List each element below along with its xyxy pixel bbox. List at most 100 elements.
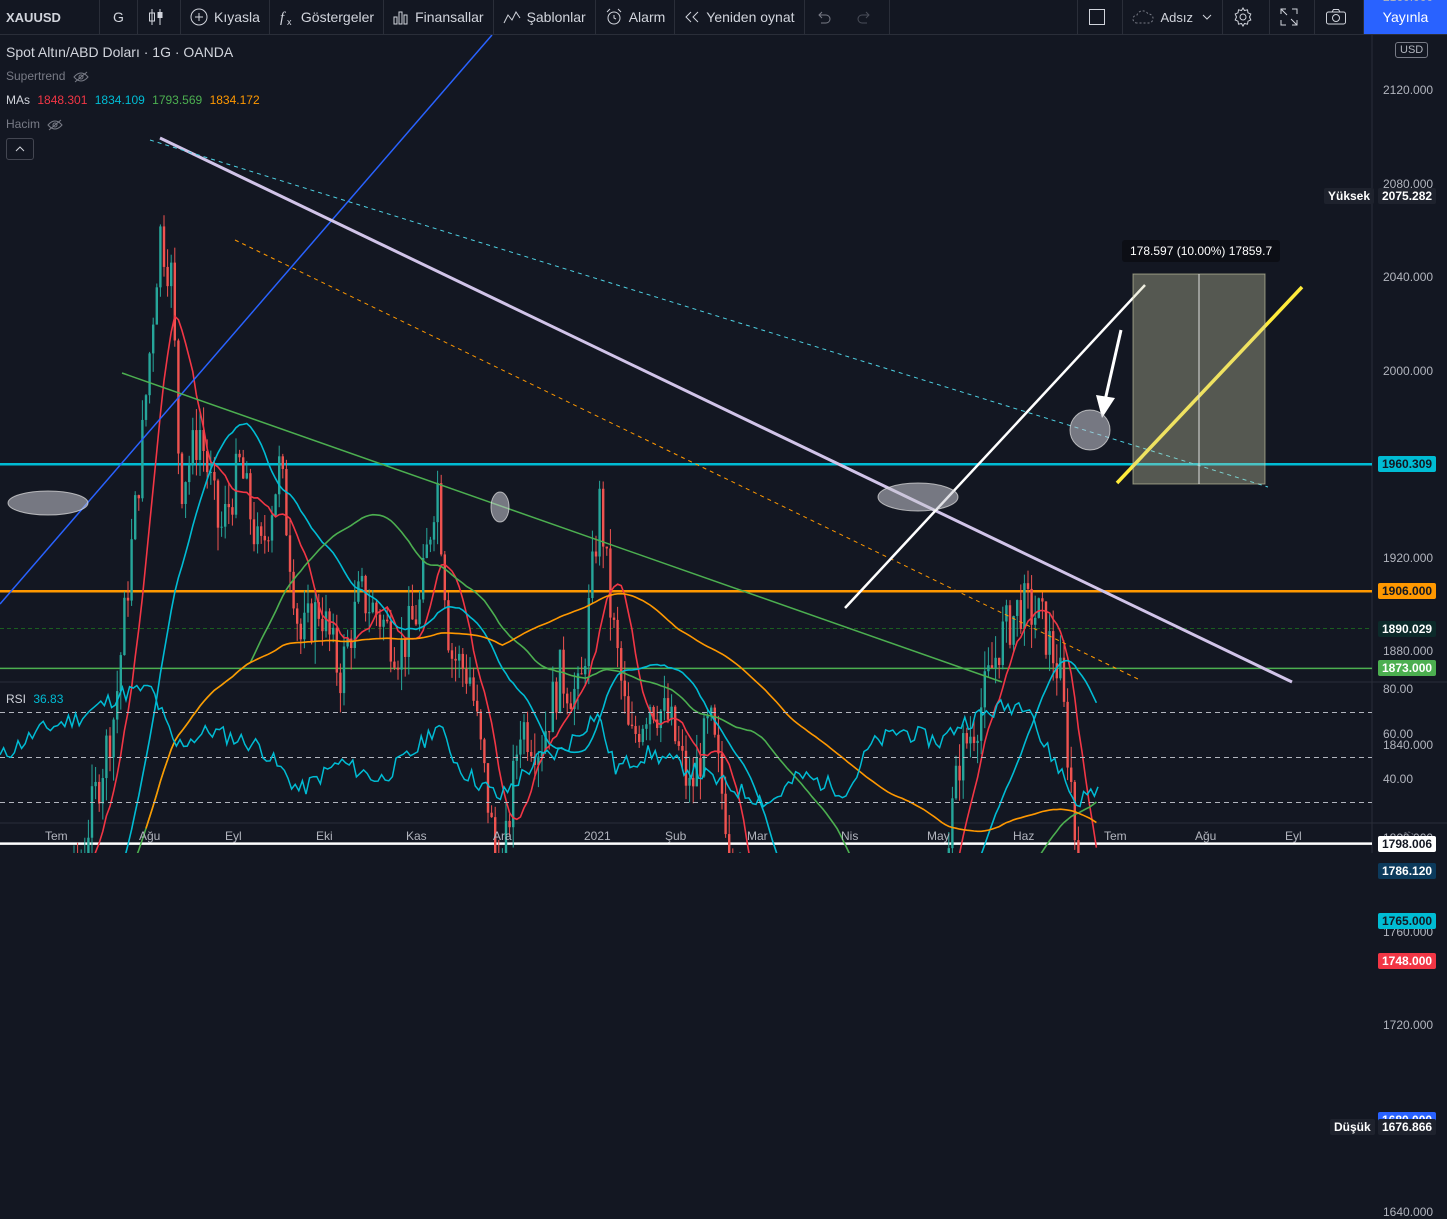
- candle-body: [300, 624, 302, 640]
- candle-body: [616, 620, 618, 648]
- candle-body: [1016, 600, 1018, 616]
- compare-label: Kıyasla: [214, 9, 260, 25]
- bar-chart-icon: [393, 9, 409, 25]
- candle-body: [667, 698, 669, 720]
- price-tick-label: 1640.000: [1383, 1205, 1433, 1219]
- candle-body: [310, 603, 312, 641]
- candle-body: [966, 733, 968, 743]
- candle-body: [238, 454, 240, 458]
- price-chart[interactable]: [0, 35, 1447, 853]
- candle-body: [595, 551, 597, 556]
- candle-body: [948, 848, 950, 853]
- compare-button[interactable]: Kıyasla: [181, 0, 270, 34]
- candle-body: [174, 263, 176, 341]
- time-tick-label: Nis: [841, 829, 858, 843]
- price-tick-label: 1720.000: [1383, 1018, 1433, 1032]
- volume-legend[interactable]: Hacim: [6, 117, 63, 131]
- candle-body: [184, 482, 186, 504]
- undo-button[interactable]: [805, 0, 847, 34]
- candle-body: [692, 778, 694, 786]
- eye-hidden-icon[interactable]: [47, 119, 63, 131]
- interval-button[interactable]: G: [100, 0, 138, 34]
- candle-body: [195, 430, 197, 460]
- time-tick-label: 2021: [584, 829, 611, 843]
- candle-body: [444, 554, 446, 600]
- interval-label: G: [113, 9, 124, 25]
- candle-body: [660, 711, 662, 728]
- candle-body: [458, 654, 460, 661]
- replay-button[interactable]: Yeniden oynat: [675, 0, 804, 34]
- candle-body: [242, 457, 244, 478]
- candle-body: [429, 540, 431, 545]
- candle-body: [382, 620, 384, 627]
- mas-legend[interactable]: MAs 1848.301 1834.109 1793.569 1834.172: [6, 93, 260, 107]
- candle-body: [440, 483, 442, 554]
- candle-body: [228, 504, 230, 507]
- candle-body: [598, 489, 600, 557]
- candle-body: [267, 540, 269, 541]
- chart-type-button[interactable]: [138, 0, 181, 34]
- currency-button[interactable]: USD: [1395, 42, 1428, 58]
- templates-label: Şablonlar: [527, 9, 586, 25]
- candle-body: [1041, 598, 1043, 601]
- candle-body: [1009, 605, 1011, 645]
- candle-body: [508, 821, 510, 827]
- time-tick-label: Eyl: [1285, 829, 1302, 843]
- candle-body: [1002, 622, 1004, 665]
- candle-body: [148, 353, 150, 395]
- candle-body: [951, 798, 953, 848]
- candle-body: [476, 701, 478, 712]
- time-tick-label: Haz: [1013, 829, 1034, 843]
- rsi-legend[interactable]: RSI 36.83: [6, 692, 63, 706]
- fullscreen-select-button[interactable]: [1077, 0, 1123, 34]
- settings-button[interactable]: [1223, 0, 1270, 34]
- price-level-label: 1798.006: [1378, 836, 1436, 852]
- candle-body: [577, 673, 579, 689]
- candle-body: [390, 621, 392, 661]
- eye-hidden-icon[interactable]: [73, 71, 89, 83]
- publish-label: Yayınla: [1383, 9, 1429, 25]
- candle-body: [1012, 616, 1014, 645]
- low-value-label: 1676.866: [1378, 1119, 1436, 1135]
- snapshot-button[interactable]: [1315, 0, 1364, 34]
- publish-button[interactable]: Yayınla: [1364, 0, 1447, 34]
- candle-body: [364, 576, 366, 613]
- candle-body: [1005, 605, 1007, 621]
- symbol-search[interactable]: XAUUSD: [0, 0, 100, 34]
- measure-tooltip: 178.597 (10.00%) 17859.7: [1122, 240, 1280, 262]
- candle-body: [987, 665, 989, 671]
- candle-body: [555, 682, 557, 713]
- candle-body: [724, 794, 726, 834]
- candle-body: [685, 751, 687, 786]
- moving-average-line: [13, 316, 1097, 853]
- candle-body: [98, 782, 100, 804]
- candle-body: [192, 430, 194, 465]
- candle-body: [1070, 768, 1072, 782]
- trend-line-blue: [0, 35, 492, 604]
- fullscreen-button[interactable]: [1270, 0, 1315, 34]
- measure-text: 178.597 (10.00%) 17859.7: [1130, 244, 1272, 258]
- candle-body: [624, 681, 626, 697]
- supertrend-legend[interactable]: Supertrend: [6, 69, 89, 83]
- financials-button[interactable]: Finansallar: [384, 0, 493, 34]
- gear-icon: [1233, 7, 1253, 27]
- templates-button[interactable]: Şablonlar: [494, 0, 596, 34]
- candle-body: [721, 753, 723, 793]
- candle-body: [454, 659, 456, 661]
- candle-body: [321, 619, 323, 631]
- candle-body: [1038, 598, 1040, 618]
- candle-body: [220, 527, 222, 528]
- redo-button[interactable]: [847, 0, 890, 34]
- candle-body: [490, 813, 492, 817]
- alert-button[interactable]: Alarm: [596, 0, 676, 34]
- candle-body: [256, 526, 258, 544]
- candle-body: [663, 698, 665, 711]
- candle-body: [487, 763, 489, 813]
- time-tick-label: May: [927, 829, 950, 843]
- collapse-legend-button[interactable]: [6, 138, 34, 160]
- rsi-tick-label: 80.00: [1383, 682, 1413, 696]
- high-tag: Yüksek: [1324, 188, 1374, 204]
- candle-body: [559, 650, 561, 713]
- layout-name-button[interactable]: Adsız: [1123, 0, 1223, 34]
